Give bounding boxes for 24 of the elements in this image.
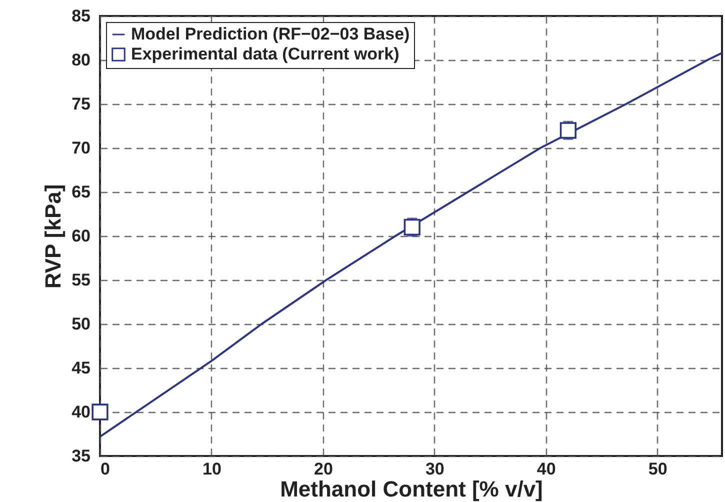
- y-tick-label: 35: [72, 446, 90, 466]
- y-tick-label: 65: [72, 182, 90, 202]
- y-tick-label: 70: [72, 138, 90, 158]
- y-tick-label: 80: [72, 50, 90, 70]
- y-tick-label: 55: [72, 270, 90, 290]
- x-tick-label: 50: [648, 460, 668, 478]
- x-tick-label: 40: [536, 460, 556, 478]
- point: [560, 122, 576, 139]
- y-tick-label: 50: [72, 314, 90, 334]
- legend-label: Model Prediction (RF−02−03 Base): [131, 24, 410, 44]
- y-tick-label: 75: [72, 94, 90, 114]
- y-axis-title: RVP [kPa]: [40, 184, 66, 289]
- x-axis-title: Methanol Content [% v/v]: [280, 476, 543, 502]
- point: [404, 218, 420, 236]
- x-tick-label: 30: [425, 460, 444, 478]
- legend-label: Experimental data (Current work): [131, 44, 400, 64]
- x-tick-label: 10: [202, 460, 222, 478]
- x-tick-label: 20: [314, 460, 333, 478]
- y-tick-label: 45: [72, 358, 90, 378]
- x-tick-label: 0: [100, 460, 110, 478]
- y-tick-label: 40: [72, 402, 90, 422]
- y-tick-label: 85: [72, 6, 90, 26]
- y-tick-label: 60: [72, 226, 90, 246]
- point: [92, 404, 108, 420]
